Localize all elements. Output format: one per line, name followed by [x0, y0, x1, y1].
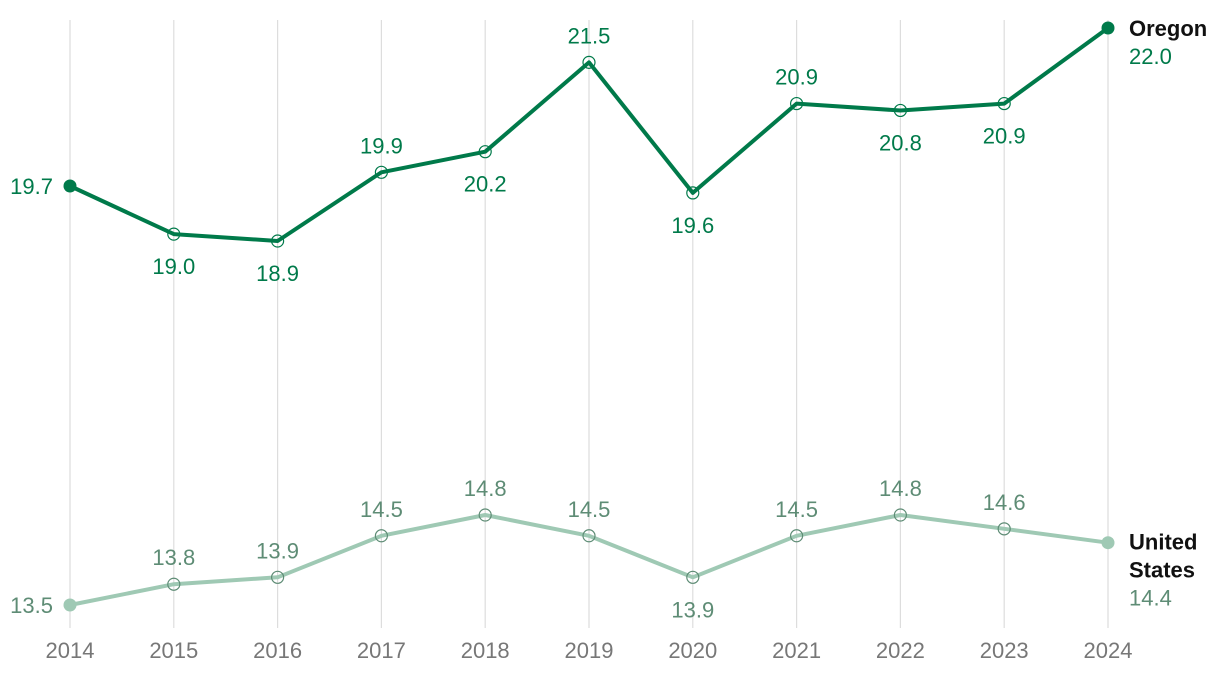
point-united-states-2016 — [271, 570, 285, 584]
x-axis-tick-labels: 2014 2015 2016 2017 2018 2019 2020 2021 2022 2023… — [46, 638, 1133, 663]
data-label-oregon-2014: 19.7 — [10, 174, 53, 199]
data-label-united-states-2019: 14.5 — [568, 497, 611, 522]
point-oregon-2017 — [374, 165, 388, 179]
data-label-united-states-2017: 14.5 — [360, 497, 403, 522]
data-label-oregon-2021: 20.9 — [775, 65, 818, 90]
x-tick-label-2017: 2017 — [357, 638, 406, 663]
point-united-states-2020 — [686, 570, 700, 584]
point-oregon-2019 — [582, 55, 596, 69]
x-tick-label-2020: 2020 — [668, 638, 717, 663]
point-united-states-2018 — [478, 508, 492, 522]
x-tick-label-2021: 2021 — [772, 638, 821, 663]
point-oregon-2018 — [478, 145, 492, 159]
data-label-oregon-2018: 20.2 — [464, 172, 507, 197]
data-labels: 19.7 19.0 18.9 19.9 20.2 21.5 19.6 20.9 20.8 20.9… — [10, 16, 1207, 622]
series-line-oregon — [68, 26, 1110, 243]
grid-lines — [69, 20, 1109, 628]
data-label-united-states-2014: 13.5 — [10, 593, 53, 618]
end-value-united-states: 14.4 — [1129, 586, 1172, 611]
x-tick-label-2016: 2016 — [253, 638, 302, 663]
x-tick-label-2018: 2018 — [461, 638, 510, 663]
series-name-united-states-line-1: United — [1129, 530, 1197, 555]
x-tick-label-2014: 2014 — [46, 638, 95, 663]
data-label-oregon-2015: 19.0 — [152, 254, 195, 279]
x-tick-label-2024: 2024 — [1084, 638, 1133, 663]
data-label-oregon-2016: 18.9 — [256, 261, 299, 286]
data-label-united-states-2015: 13.8 — [152, 545, 195, 570]
data-label-united-states-2018: 14.8 — [464, 476, 507, 501]
point-united-states-2015 — [167, 577, 181, 591]
point-oregon-2023 — [997, 96, 1011, 111]
x-tick-label-2019: 2019 — [565, 638, 614, 663]
point-united-states-2019 — [582, 529, 596, 543]
point-united-states-2017 — [374, 529, 388, 543]
data-label-united-states-2021: 14.5 — [775, 497, 818, 522]
point-oregon-2014 — [63, 179, 77, 193]
series-name-united-states-line-2: States — [1129, 558, 1195, 583]
end-value-oregon: 22.0 — [1129, 44, 1172, 69]
data-label-oregon-2022: 20.8 — [879, 130, 922, 155]
series-line-united-states — [68, 513, 1110, 607]
x-tick-label-2015: 2015 — [149, 638, 198, 663]
point-oregon-2016 — [271, 234, 285, 248]
x-tick-label-2022: 2022 — [876, 638, 925, 663]
point-united-states-2023 — [997, 522, 1011, 536]
data-label-oregon-2017: 19.9 — [360, 133, 403, 158]
point-united-states-2014 — [63, 598, 77, 612]
point-oregon-2022 — [893, 103, 908, 118]
point-united-states-2021 — [789, 529, 804, 543]
data-label-united-states-2016: 13.9 — [256, 538, 299, 563]
series-name-oregon: Oregon — [1129, 16, 1207, 41]
point-oregon-2024 — [1101, 21, 1115, 35]
x-tick-label-2023: 2023 — [980, 638, 1029, 663]
data-label-oregon-2019: 21.5 — [568, 23, 611, 48]
data-label-united-states-2020: 13.9 — [671, 597, 714, 622]
point-united-states-2024 — [1101, 536, 1115, 550]
point-oregon-2015 — [167, 227, 181, 241]
data-label-oregon-2023: 20.9 — [983, 124, 1026, 149]
data-label-united-states-2023: 14.6 — [983, 490, 1026, 515]
point-oregon-2020 — [686, 186, 700, 200]
data-label-united-states-2022: 14.8 — [879, 476, 922, 501]
point-united-states-2022 — [893, 508, 908, 522]
series-group — [63, 21, 1115, 612]
point-oregon-2021 — [789, 96, 804, 111]
data-label-oregon-2020: 19.6 — [671, 213, 714, 238]
